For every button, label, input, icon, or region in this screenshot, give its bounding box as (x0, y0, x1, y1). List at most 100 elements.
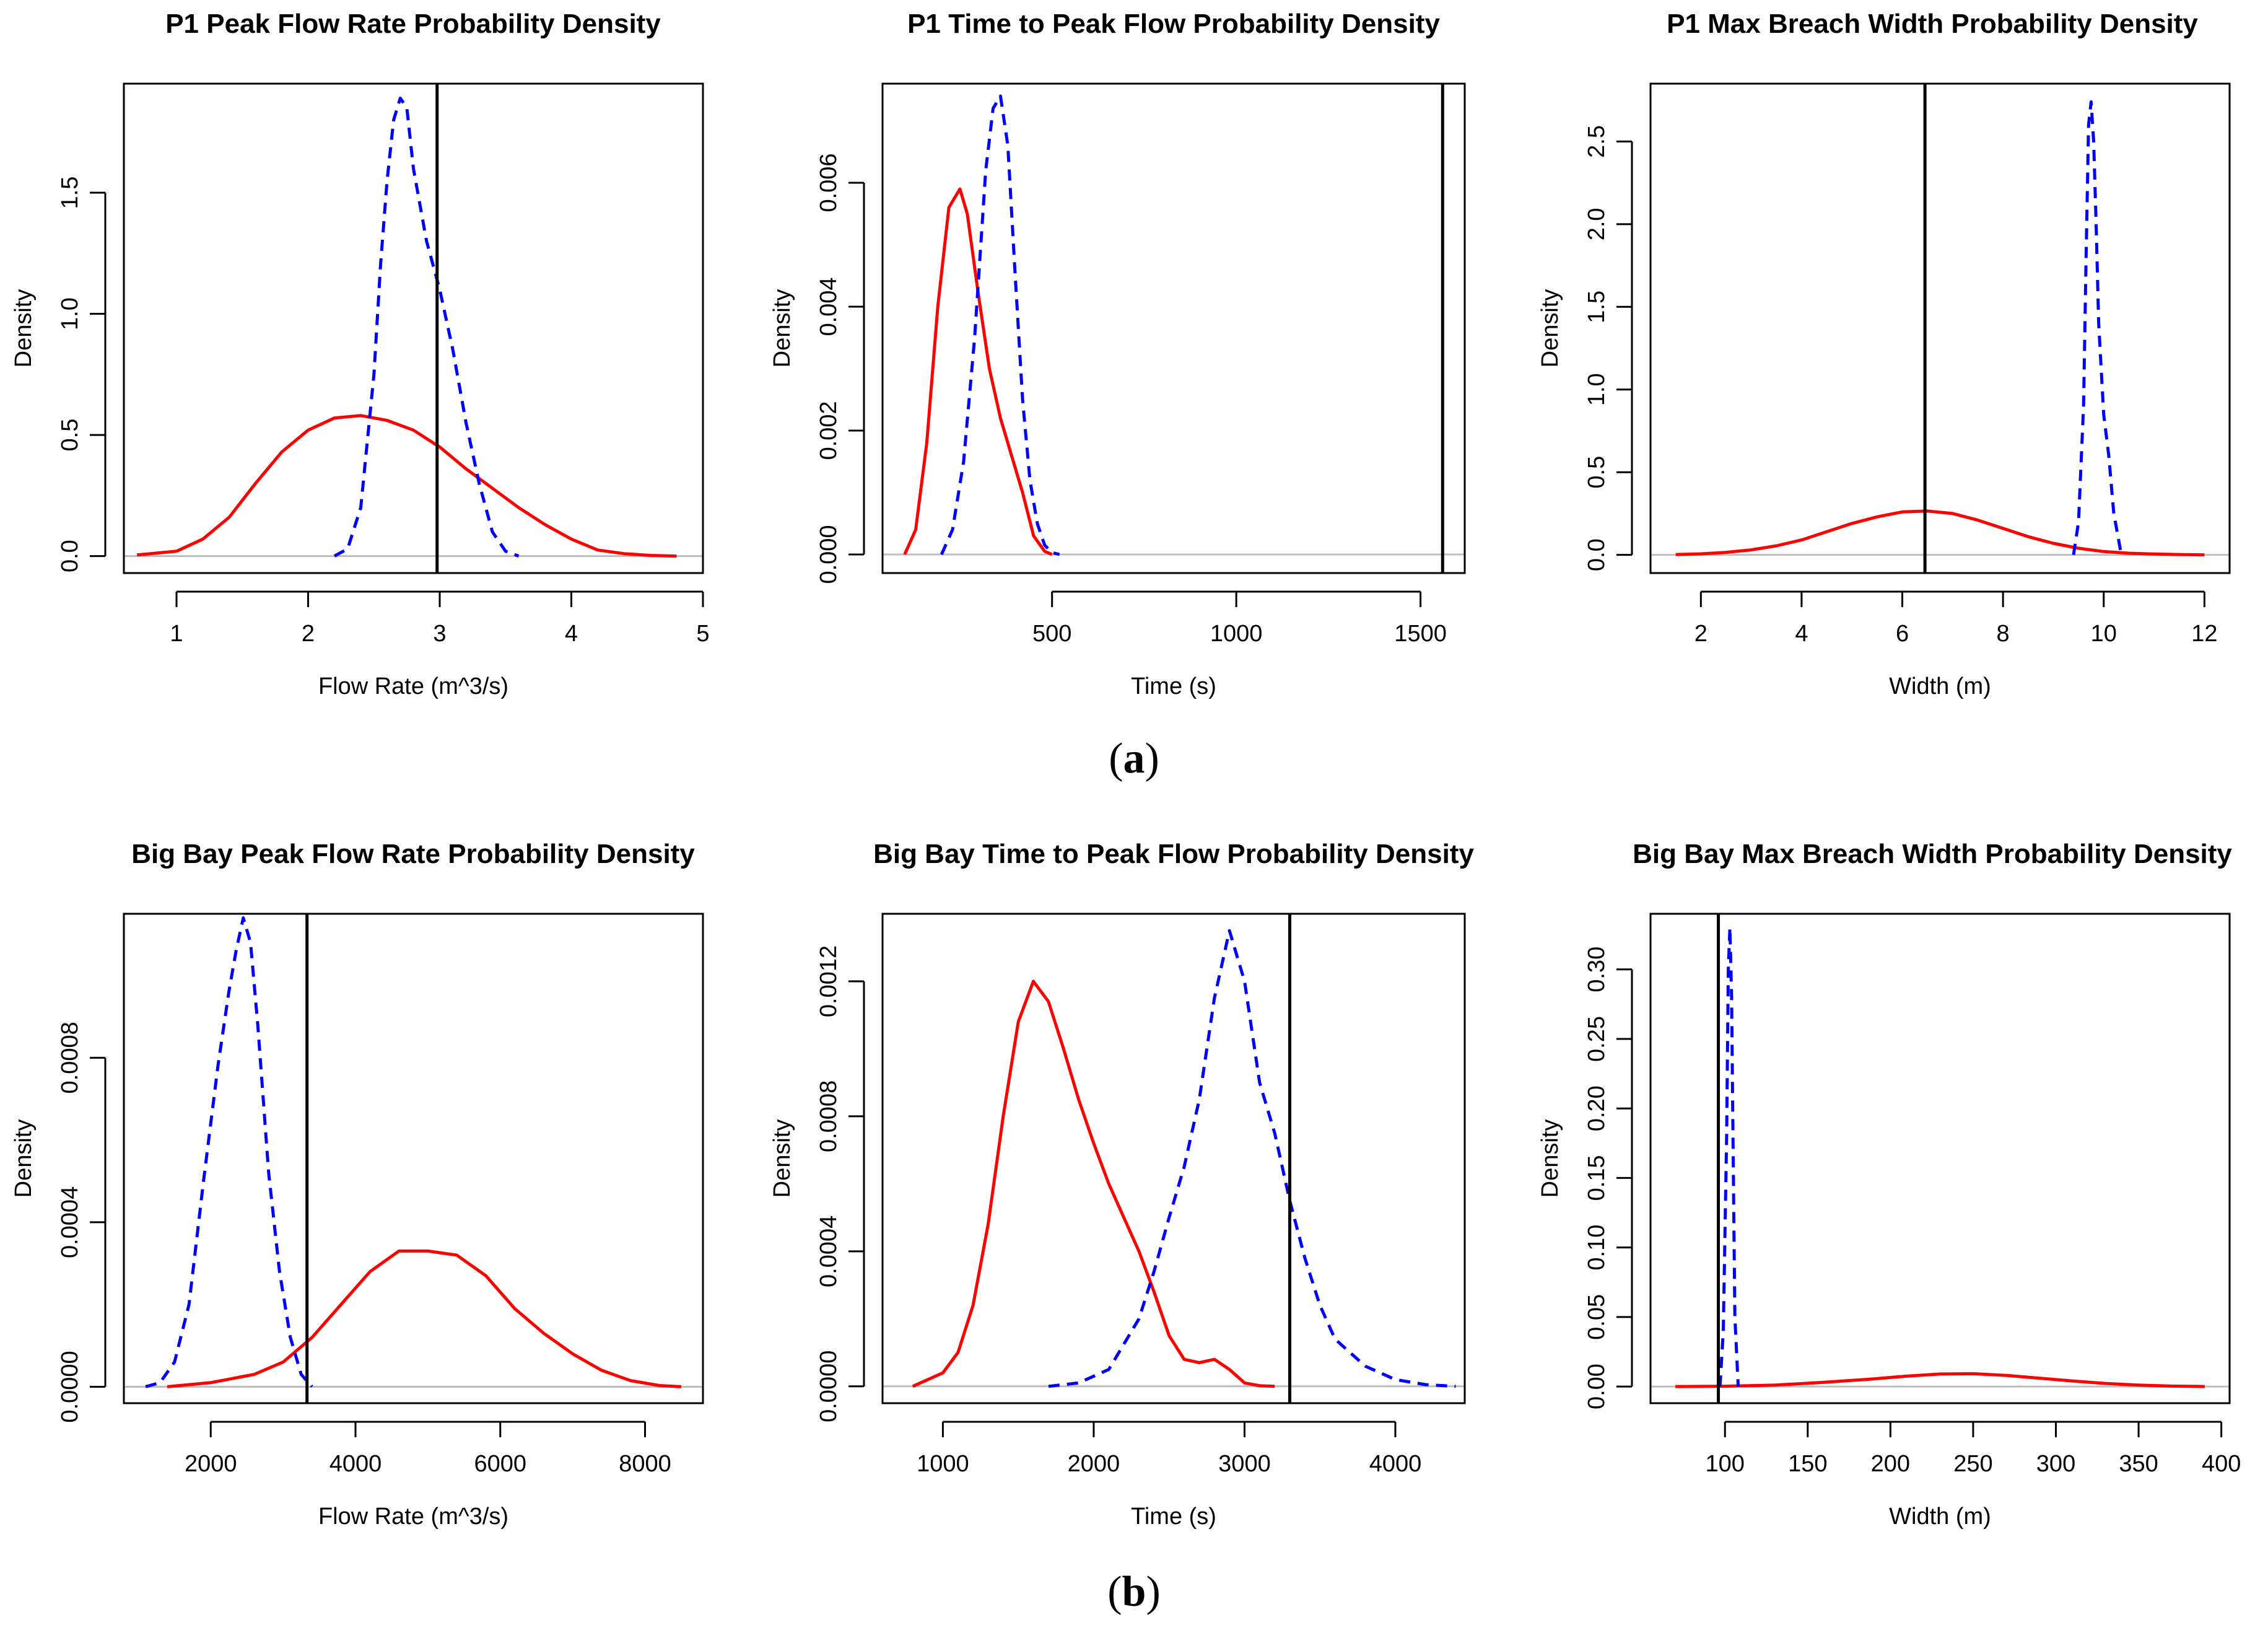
y-tick-label: 0.0000 (816, 1351, 842, 1422)
x-tick-label: 500 (1032, 621, 1071, 647)
blue-dashed-density-curve (333, 97, 520, 558)
red-density-curve (1675, 509, 2205, 557)
y-tick-label: 0.00 (1584, 1364, 1610, 1409)
caption-a: (a) (1109, 735, 1159, 782)
red-density-curve (912, 979, 1275, 1388)
x-tick-label: 2000 (185, 1451, 237, 1477)
x-tick-label: 300 (2036, 1451, 2075, 1477)
y-tick-label: 0.0004 (57, 1186, 83, 1258)
y-axis-label: Density (11, 289, 37, 368)
y-tick-label: 0.0000 (57, 1351, 83, 1422)
chart-1: P1 Peak Flow Rate Probability Density 1 2 3… (11, 9, 710, 699)
y-axis-label: Density (1537, 289, 1563, 368)
x-tick-label: 1 (170, 621, 183, 647)
y-tick-label: 0.05 (1584, 1294, 1610, 1340)
caption-b: (b) (1107, 1568, 1161, 1616)
x-tick-label: 4000 (1369, 1451, 1422, 1477)
y-axis-label: Density (11, 1119, 37, 1198)
x-axis-label: Flow Rate (m^3/s) (318, 1504, 508, 1530)
x-tick-label: 200 (1871, 1451, 1910, 1477)
chart-3: P1 Max Breach Width Probability Density 2… (1537, 9, 2231, 699)
y-tick-label: 0.0004 (816, 1215, 842, 1287)
x-tick-label: 8000 (619, 1451, 671, 1477)
x-axis-label: Width (m) (1889, 1504, 1991, 1530)
x-axis-label: Width (m) (1889, 673, 1991, 699)
x-tick-label: 400 (2202, 1451, 2241, 1477)
chart-title: P1 Max Breach Width Probability Density (1667, 9, 2198, 39)
y-tick-label: 0.0008 (57, 1022, 83, 1093)
chart-4: Big Bay Peak Flow Rate Probability Densi… (11, 839, 704, 1530)
y-tick-label: 0.20 (1584, 1085, 1610, 1131)
x-tick-label: 8 (1997, 621, 2010, 647)
plot-frame (1649, 82, 2231, 574)
x-tick-label: 250 (1953, 1451, 1992, 1477)
y-tick-label: 0.0 (57, 540, 83, 572)
x-tick-label: 1000 (1210, 621, 1263, 647)
chart-6: Big Bay Max Breach Width Probability Den… (1537, 839, 2241, 1530)
y-tick-label: 0.000 (816, 525, 842, 584)
y-tick-label: 0.004 (816, 277, 842, 336)
plot-frame (881, 82, 1466, 574)
blue-dashed-density-curve (940, 94, 1060, 556)
y-tick-label: 0.0 (1584, 538, 1610, 571)
y-axis-label: Density (769, 289, 795, 368)
y-tick-label: 2.5 (1584, 125, 1610, 158)
y-tick-label: 1.5 (57, 177, 83, 209)
chart-title: Big Bay Max Breach Width Probability Den… (1633, 839, 2232, 869)
x-tick-label: 150 (1788, 1451, 1827, 1477)
y-tick-label: 0.15 (1584, 1155, 1610, 1201)
x-tick-label: 4 (1795, 621, 1808, 647)
y-tick-label: 0.30 (1584, 947, 1610, 992)
y-tick-label: 0.25 (1584, 1016, 1610, 1062)
y-tick-label: 0.006 (816, 153, 842, 212)
plot-frame (881, 913, 1466, 1404)
x-tick-label: 6000 (474, 1451, 526, 1477)
blue-dashed-density-curve (1718, 926, 1740, 1387)
x-tick-label: 2 (302, 621, 315, 647)
x-tick-label: 3000 (1218, 1451, 1271, 1477)
red-density-curve (903, 187, 1053, 556)
red-density-curve (167, 1249, 682, 1388)
x-axis-label: Time (s) (1131, 673, 1216, 699)
blue-dashed-density-curve (145, 916, 313, 1388)
chart-title: P1 Peak Flow Rate Probability Density (165, 9, 661, 39)
y-tick-label: 2.0 (1584, 208, 1610, 240)
y-tick-label: 0.0012 (816, 945, 842, 1017)
y-tick-label: 1.0 (57, 297, 83, 330)
y-axis-label: Density (1537, 1119, 1563, 1198)
x-axis-label: Time (s) (1131, 1504, 1216, 1530)
y-tick-label: 0.10 (1584, 1225, 1610, 1271)
x-tick-label: 6 (1896, 621, 1909, 647)
x-axis-label: Flow Rate (m^3/s) (318, 673, 508, 699)
y-tick-label: 0.002 (816, 401, 842, 460)
x-tick-label: 5 (696, 621, 709, 647)
y-tick-label: 1.5 (1584, 291, 1610, 323)
plot-frame (123, 82, 704, 574)
y-tick-label: 1.0 (1584, 373, 1610, 406)
chart-title: Big Bay Peak Flow Rate Probability Densi… (131, 839, 695, 869)
x-tick-label: 10 (2091, 621, 2117, 647)
x-tick-label: 12 (2191, 621, 2217, 647)
x-tick-label: 4000 (329, 1451, 382, 1477)
chart-title: P1 Time to Peak Flow Probability Density (907, 9, 1440, 39)
x-tick-label: 100 (1706, 1451, 1745, 1477)
blue-dashed-density-curve (2072, 100, 2123, 556)
x-tick-label: 350 (2119, 1451, 2158, 1477)
plot-frame (1649, 913, 2231, 1404)
x-tick-label: 2 (1694, 621, 1708, 647)
y-axis-label: Density (769, 1119, 795, 1198)
red-density-curve (1675, 1372, 2205, 1388)
y-tick-label: 0.5 (1584, 456, 1610, 489)
x-tick-label: 1500 (1394, 621, 1447, 647)
x-tick-label: 2000 (1068, 1451, 1120, 1477)
y-tick-label: 0.5 (57, 419, 83, 452)
x-tick-label: 4 (565, 621, 578, 647)
x-tick-label: 3 (433, 621, 446, 647)
chart-2: P1 Time to Peak Flow Probability Density… (769, 9, 1466, 699)
chart-title: Big Bay Time to Peak Flow Probability De… (873, 839, 1474, 869)
chart-5: Big Bay Time to Peak Flow Probability De… (769, 839, 1474, 1530)
red-density-curve (137, 414, 677, 558)
x-tick-label: 1000 (917, 1451, 969, 1477)
plot-frame (123, 913, 704, 1404)
